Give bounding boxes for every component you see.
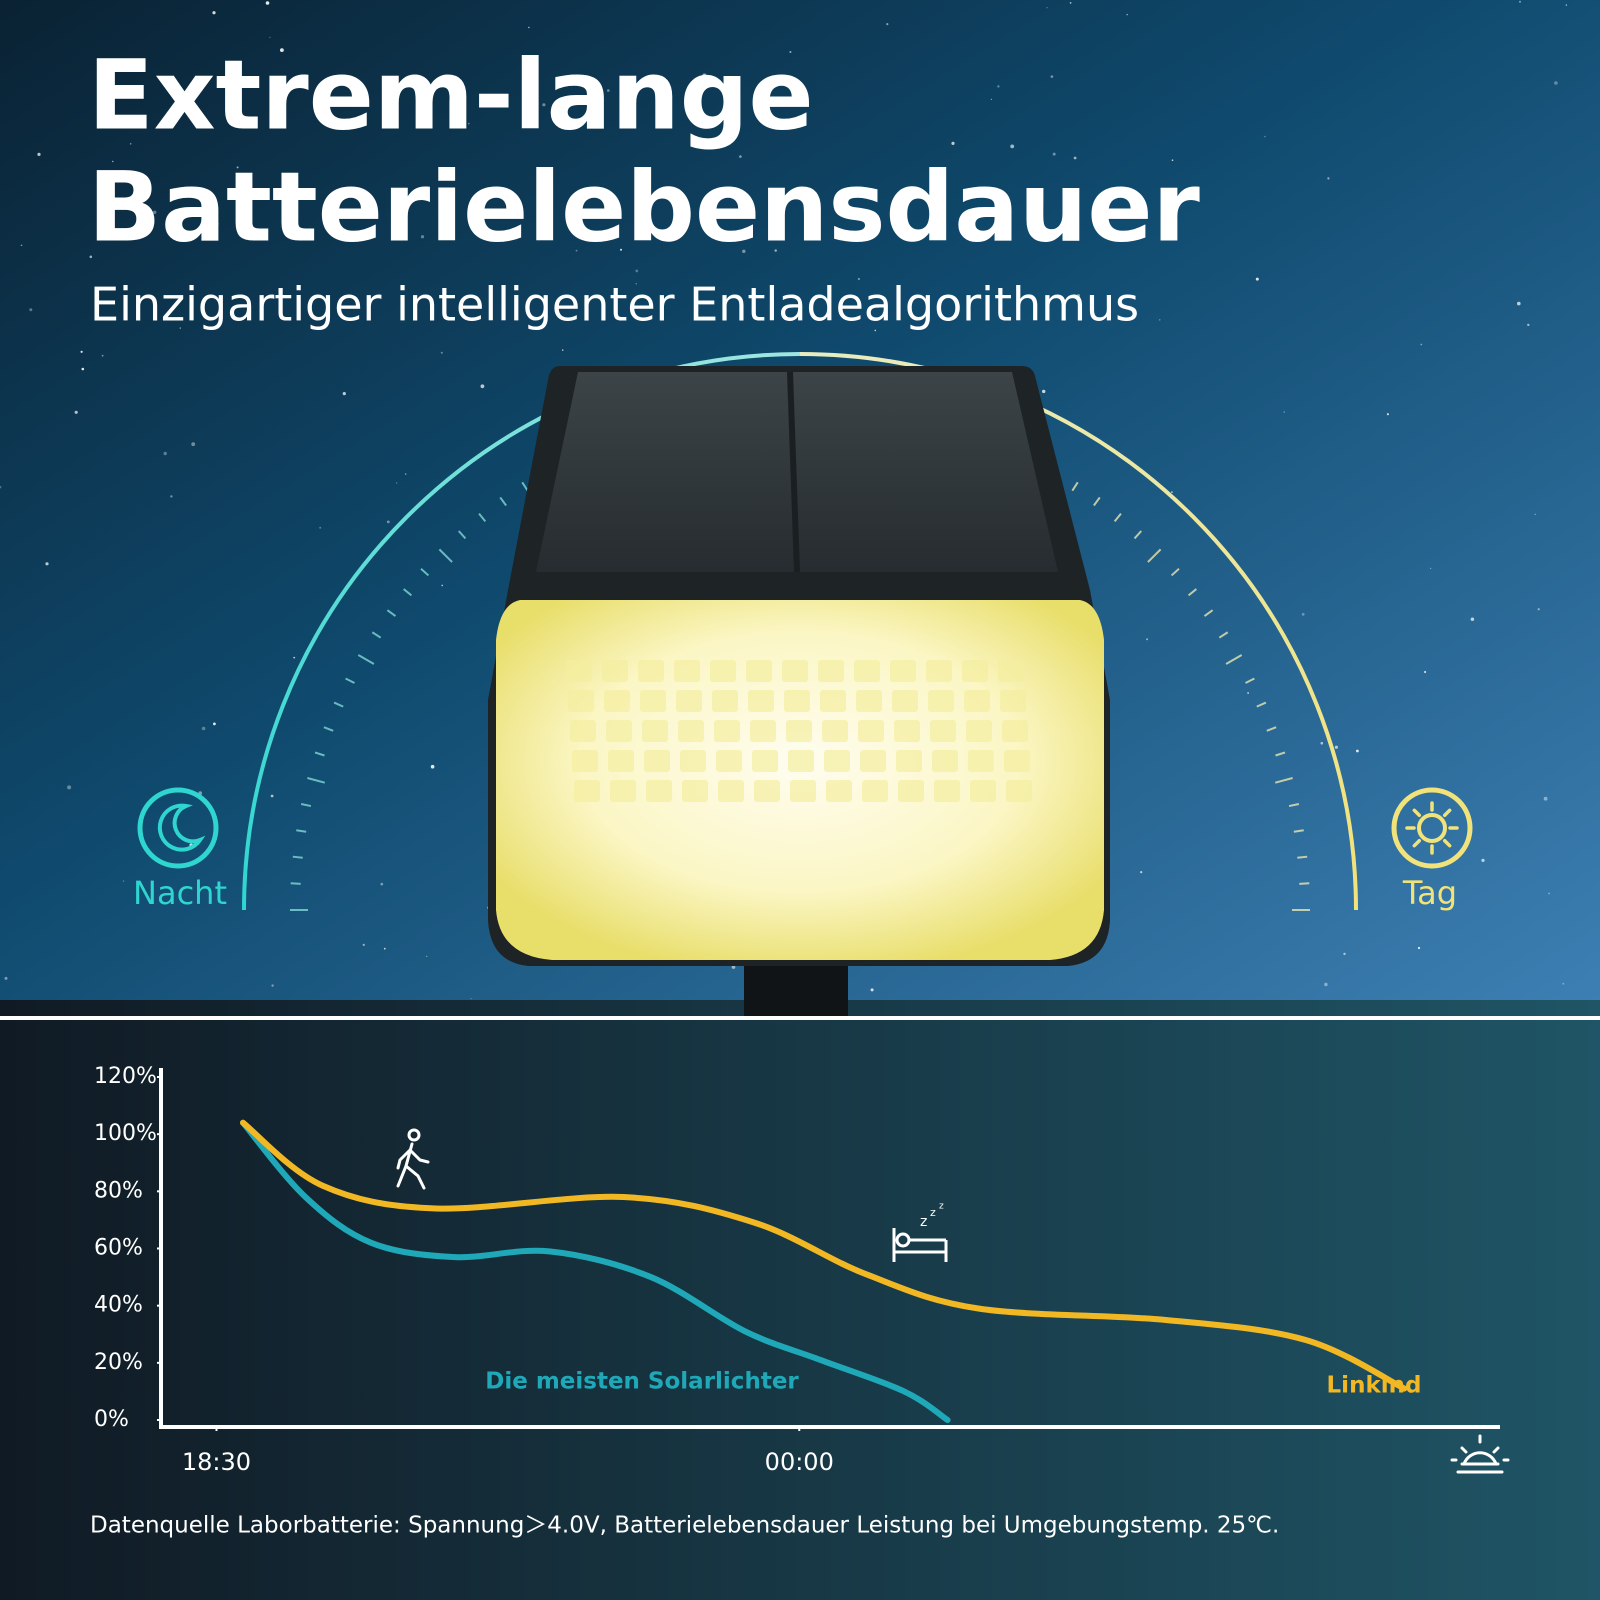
- series-line: [239, 1119, 951, 1423]
- series-label: Linkind: [1327, 1373, 1422, 1399]
- svg-text:z: z: [930, 1206, 936, 1219]
- series-line: [239, 1119, 1408, 1392]
- title-line-2: Batterielebensdauer: [88, 151, 1200, 263]
- y-tick-label: 100%: [94, 1121, 157, 1146]
- chart-background: [0, 1000, 1600, 1600]
- title-line-1: Extrem-lange: [88, 39, 814, 151]
- sunrise-icon: [1450, 1434, 1510, 1474]
- y-tick-label: 60%: [94, 1236, 143, 1261]
- solar-lamp: [488, 366, 1110, 1016]
- night-label: Nacht: [133, 874, 227, 912]
- x-tick-label: 18:30: [182, 1448, 251, 1476]
- series-label: Die meisten Solarlichter: [485, 1369, 799, 1395]
- y-tick-label: 40%: [94, 1293, 143, 1318]
- y-tick-label: 20%: [94, 1350, 143, 1375]
- footnote: Datenquelle Laborbatterie: Spannung＞4.0V…: [90, 1513, 1279, 1539]
- sun-icon: [1391, 787, 1473, 869]
- y-tick-label: 0%: [94, 1407, 129, 1432]
- svg-text:z: z: [920, 1214, 927, 1230]
- walking-icon: [396, 1128, 430, 1190]
- sleep-icon: z z z: [892, 1202, 948, 1262]
- x-tick-label: 00:00: [765, 1448, 834, 1476]
- day-label: Tag: [1402, 874, 1457, 912]
- subtitle: Einzigartiger intelligenter Entladealgor…: [90, 278, 1139, 332]
- svg-text:z: z: [939, 1202, 944, 1212]
- chart: 120% 100% 60% 80% 40% 20% 0% 18:30 00:00 Die meis…: [94, 1064, 1421, 1476]
- moon-icon: [137, 787, 219, 869]
- divider: [0, 1016, 1600, 1020]
- y-tick-label: 80%: [94, 1178, 143, 1203]
- y-tick-label: 120%: [94, 1064, 157, 1089]
